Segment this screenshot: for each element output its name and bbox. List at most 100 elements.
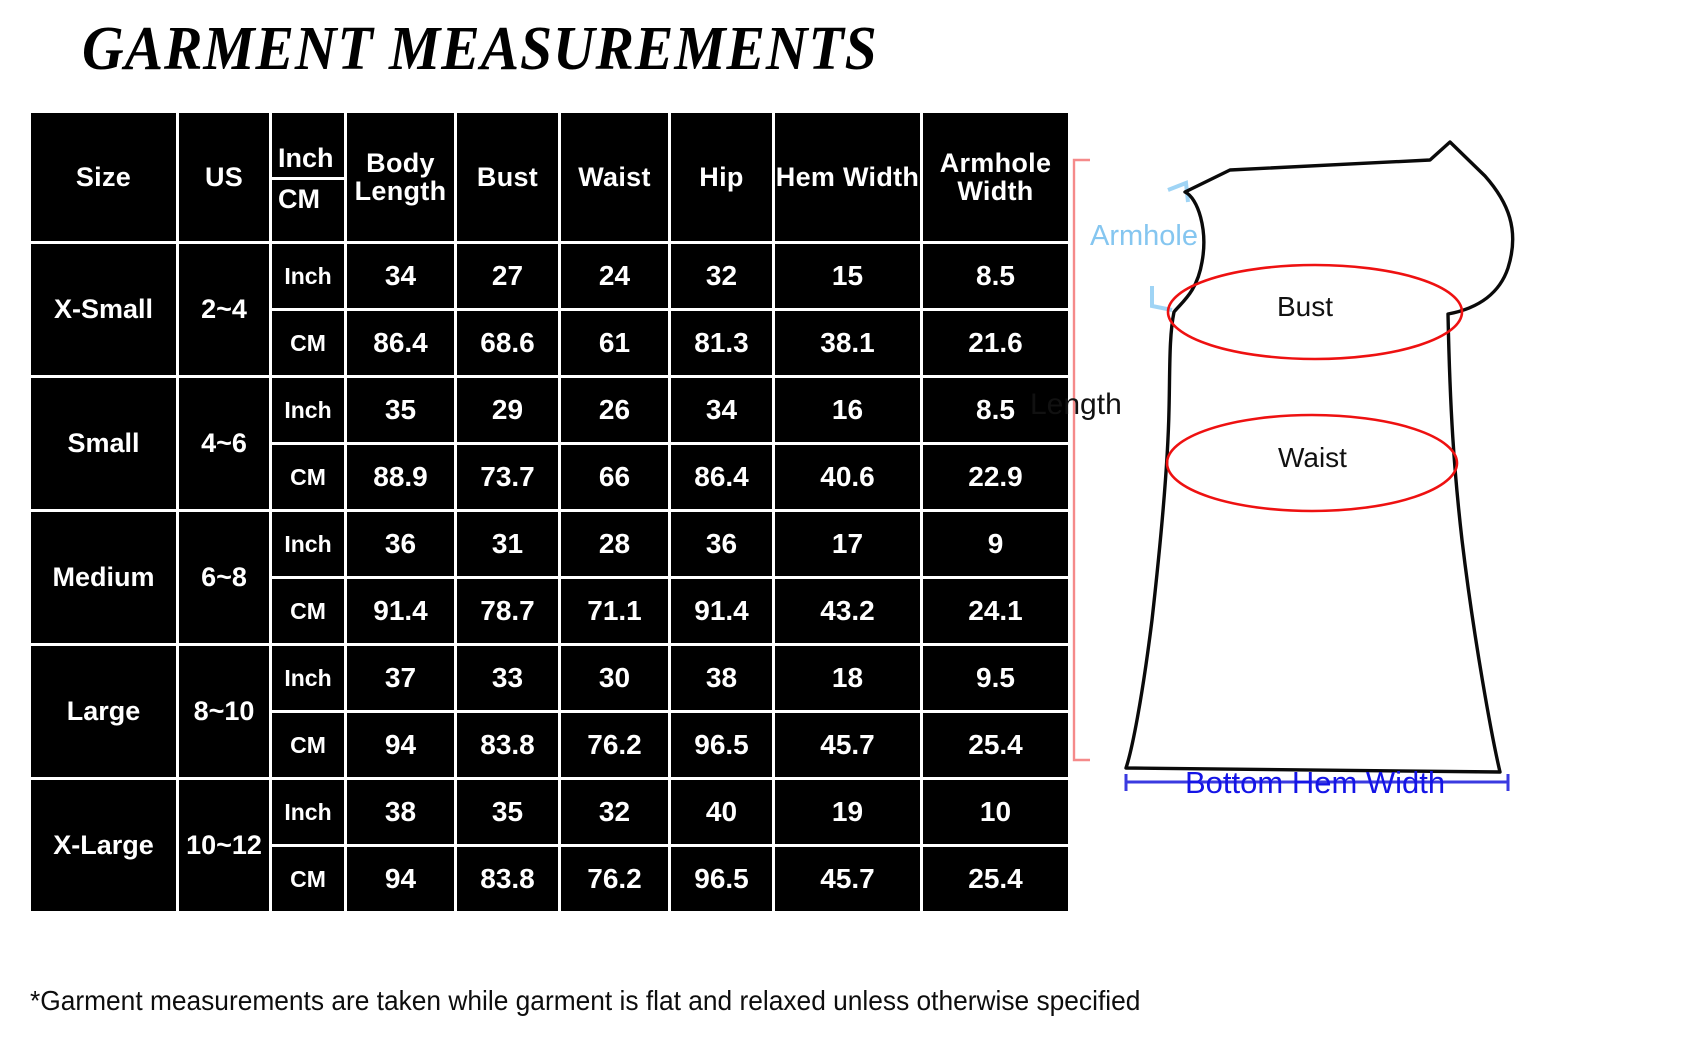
cell-body-length-cm: 94 [347,713,454,777]
cell-waist-cm: 71.1 [561,579,668,643]
cell-waist-inch: 24 [561,244,668,308]
cell-waist-cm: 76.2 [561,847,668,911]
cell-us-size: 10~12 [179,780,269,911]
cell-us-size: 2~4 [179,244,269,375]
garment-outline [1124,140,1515,774]
cell-armhole-width-cm: 25.4 [923,847,1068,911]
length-bracket-icon [1072,158,1090,762]
cell-bust-cm: 78.7 [457,579,558,643]
cell-us-size: 8~10 [179,646,269,777]
cell-waist-cm: 61 [561,311,668,375]
header-unit-inch: Inch [272,139,344,181]
table-row: X-Small 2~4 Inch 34 27 24 32 15 8.5 [31,244,1068,375]
cell-hem-width-inch: 16 [775,378,920,442]
cell-bust-inch: 31 [457,512,558,576]
cell-unit-inch: Inch [272,780,344,844]
cell-armhole-width-cm: 22.9 [923,445,1068,509]
cell-hip-inch: 36 [671,512,772,576]
cell-bust-inch: 35 [457,780,558,844]
table-row: CM 86.4 68.6 61 81.3 38.1 21.6 [31,311,1068,375]
cell-body-length-inch: 35 [347,378,454,442]
armhole-bracket-icon [1150,180,1190,312]
table-body: X-Small 2~4 Inch 34 27 24 32 15 8.5 CM 86.4 68.6 61 8… [31,244,1068,911]
cell-body-length-cm: 88.9 [347,445,454,509]
cell-body-length-cm: 86.4 [347,311,454,375]
page-title: GARMENT MEASUREMENTS [82,15,878,83]
header-armhole-width: Armhole Width [923,113,1068,241]
cell-size: X-Large [31,780,176,911]
cell-bust-cm: 83.8 [457,713,558,777]
cell-armhole-width-cm: 25.4 [923,713,1068,777]
cell-us-size: 6~8 [179,512,269,643]
cell-unit-inch: Inch [272,512,344,576]
cell-waist-cm: 66 [561,445,668,509]
cell-hem-width-cm: 40.6 [775,445,920,509]
table-row: CM 94 83.8 76.2 96.5 45.7 25.4 [31,847,1068,911]
cell-body-length-cm: 91.4 [347,579,454,643]
cell-unit-inch: Inch [272,378,344,442]
cell-hip-inch: 34 [671,378,772,442]
bottom-hem-width-measure-icon [1124,774,1510,791]
cell-hem-width-inch: 18 [775,646,920,710]
header-unit: Inch CM [272,113,344,241]
cell-armhole-width-inch: 8.5 [923,378,1068,442]
cell-unit-cm: CM [272,445,344,509]
table-row: CM 94 83.8 76.2 96.5 45.7 25.4 [31,713,1068,777]
cell-bust-inch: 29 [457,378,558,442]
table-row: Medium 6~8 Inch 36 31 28 36 17 9 [31,512,1068,643]
cell-hip-cm: 96.5 [671,713,772,777]
cell-hem-width-cm: 45.7 [775,713,920,777]
cell-hip-inch: 38 [671,646,772,710]
cell-hem-width-inch: 17 [775,512,920,576]
table-row: Small 4~6 Inch 35 29 26 34 16 8.5 [31,378,1068,509]
bust-ellipse-icon [1166,263,1464,361]
cell-body-length-inch: 37 [347,646,454,710]
cell-body-length-inch: 34 [347,244,454,308]
garment-diagram: Armhole Length Bust Waist Bottom Hem Wid… [1030,120,1690,910]
table-row: Large 8~10 Inch 37 33 30 38 18 9.5 [31,646,1068,777]
cell-bust-cm: 68.6 [457,311,558,375]
measurements-table-container: Size US Inch CM Body Length Bust Waist H… [28,110,1071,914]
cell-unit-cm: CM [272,311,344,375]
cell-armhole-width-cm: 21.6 [923,311,1068,375]
table-header-row: Size US Inch CM Body Length Bust Waist H… [31,113,1068,241]
table-row: X-Large 10~12 Inch 38 35 32 40 19 10 [31,780,1068,911]
diagram-label-length: Length [1030,388,1122,421]
cell-bust-cm: 83.8 [457,847,558,911]
cell-size: Large [31,646,176,777]
cell-size: Medium [31,512,176,643]
table-row: CM 88.9 73.7 66 86.4 40.6 22.9 [31,445,1068,509]
cell-bust-cm: 73.7 [457,445,558,509]
cell-unit-inch: Inch [272,646,344,710]
waist-ellipse-icon [1165,413,1459,513]
header-waist: Waist [561,113,668,241]
cell-us-size: 4~6 [179,378,269,509]
cell-size: X-Small [31,244,176,375]
garment-measurements-table: Size US Inch CM Body Length Bust Waist H… [28,110,1071,914]
cell-armhole-width-cm: 24.1 [923,579,1068,643]
cell-unit-cm: CM [272,579,344,643]
cell-bust-inch: 27 [457,244,558,308]
cell-hem-width-cm: 43.2 [775,579,920,643]
cell-armhole-width-inch: 10 [923,780,1068,844]
header-unit-cm: CM [278,184,320,215]
table-row: CM 91.4 78.7 71.1 91.4 43.2 24.1 [31,579,1068,643]
diagram-label-waist: Waist [1278,442,1347,473]
header-bust: Bust [457,113,558,241]
cell-hip-cm: 96.5 [671,847,772,911]
diagram-label-bust: Bust [1277,291,1334,322]
header-body-length: Body Length [347,113,454,241]
footnote-text: *Garment measurements are taken while ga… [30,985,1141,1016]
header-hem-width: Hem Width [775,113,920,241]
cell-hip-cm: 86.4 [671,445,772,509]
cell-unit-cm: CM [272,713,344,777]
header-size: Size [31,113,176,241]
cell-body-length-inch: 36 [347,512,454,576]
cell-unit-inch: Inch [272,244,344,308]
cell-hip-inch: 40 [671,780,772,844]
cell-waist-inch: 28 [561,512,668,576]
cell-hip-cm: 81.3 [671,311,772,375]
garment-diagram-svg [1072,140,1515,791]
cell-armhole-width-inch: 8.5 [923,244,1068,308]
